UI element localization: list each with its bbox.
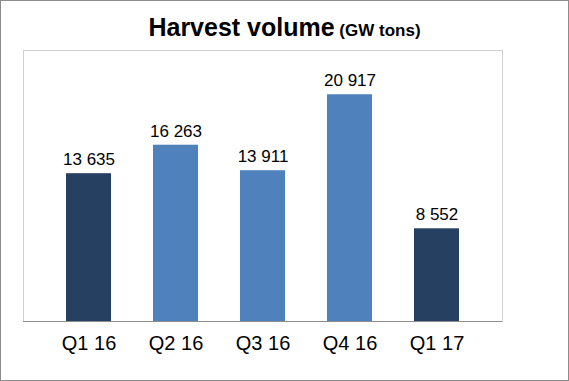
svg-text:20 917: 20 917 xyxy=(324,71,376,90)
svg-text:Q1 17: Q1 17 xyxy=(410,332,464,354)
svg-text:Q1 16: Q1 16 xyxy=(62,332,116,354)
svg-text:Q3 16: Q3 16 xyxy=(236,332,290,354)
svg-text:Q4 16: Q4 16 xyxy=(323,332,377,354)
html-text:Harvest volume(GW tons): Harvest volume(GW tons) xyxy=(148,13,421,41)
svg-text:13 635: 13 635 xyxy=(63,150,115,169)
svg-text:16 263: 16 263 xyxy=(150,122,202,141)
svg-text:13 911: 13 911 xyxy=(238,147,289,166)
svg-text:8 552: 8 552 xyxy=(416,205,459,224)
svg-text:Q2 16: Q2 16 xyxy=(149,332,203,354)
